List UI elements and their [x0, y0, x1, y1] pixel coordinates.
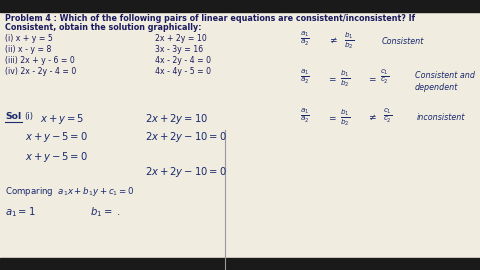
Text: Consistent, obtain the solution graphically:: Consistent, obtain the solution graphica…: [5, 23, 202, 32]
Text: $\frac{b_1}{b_2}$: $\frac{b_1}{b_2}$: [340, 107, 350, 128]
Text: (i): (i): [24, 112, 33, 121]
Text: (iv) 2x - 2y - 4 = 0: (iv) 2x - 2y - 4 = 0: [5, 67, 76, 76]
Text: $\frac{b_1}{b_2}$: $\frac{b_1}{b_2}$: [340, 68, 350, 89]
Text: (i) x + y = 5: (i) x + y = 5: [5, 34, 53, 43]
Text: $x + y - 5 = 0$: $x + y - 5 = 0$: [25, 150, 88, 164]
Text: $a_1 = 1$: $a_1 = 1$: [5, 205, 36, 219]
Text: $2x + 2y - 10 = 0$: $2x + 2y - 10 = 0$: [145, 165, 227, 179]
Text: Comparing  $a_1x + b_1y + c_1 = 0$: Comparing $a_1x + b_1y + c_1 = 0$: [5, 185, 134, 198]
Text: Consistent: Consistent: [382, 37, 424, 46]
Bar: [0, 258, 480, 270]
Text: $2x + 2y = 10$: $2x + 2y = 10$: [145, 112, 208, 126]
Text: Problem 4 : Which of the following pairs of linear equations are consistent/inco: Problem 4 : Which of the following pairs…: [5, 14, 415, 23]
Text: $\frac{c_1}{c_2}$: $\frac{c_1}{c_2}$: [383, 107, 393, 125]
Text: 4x - 4y - 5 = 0: 4x - 4y - 5 = 0: [155, 67, 211, 76]
Text: $2x + 2y - 10 = 0$: $2x + 2y - 10 = 0$: [145, 130, 227, 144]
Text: (ii) x - y = 8: (ii) x - y = 8: [5, 45, 51, 54]
Text: $x + y - 5 = 0$: $x + y - 5 = 0$: [25, 130, 88, 144]
Text: 3x - 3y = 16: 3x - 3y = 16: [155, 45, 203, 54]
Bar: [0, 0, 480, 12]
Text: inconsistent: inconsistent: [417, 113, 466, 122]
Text: $\neq$: $\neq$: [328, 36, 338, 45]
Text: $\frac{a_1}{a_2}$: $\frac{a_1}{a_2}$: [300, 107, 310, 125]
Text: $\frac{a_1}{a_2}$: $\frac{a_1}{a_2}$: [300, 68, 310, 86]
Text: $\frac{a_1}{a_2}$: $\frac{a_1}{a_2}$: [300, 30, 310, 48]
Text: Consistent and: Consistent and: [415, 71, 475, 80]
Text: 4x - 2y - 4 = 0: 4x - 2y - 4 = 0: [155, 56, 211, 65]
Text: $b_1 =$ .: $b_1 =$ .: [90, 205, 120, 219]
Text: 2x + 2y = 10: 2x + 2y = 10: [155, 34, 207, 43]
Text: Sol: Sol: [5, 112, 21, 121]
Text: $x + y = 5$: $x + y = 5$: [40, 112, 84, 126]
Text: $=$: $=$: [327, 74, 337, 83]
Text: $=$: $=$: [327, 113, 337, 122]
Text: $\frac{c_1}{c_2}$: $\frac{c_1}{c_2}$: [380, 68, 389, 86]
Text: $=$: $=$: [367, 74, 377, 83]
Text: (iii) 2x + y - 6 = 0: (iii) 2x + y - 6 = 0: [5, 56, 75, 65]
Text: $\neq$: $\neq$: [367, 113, 377, 122]
Text: dependent: dependent: [415, 83, 458, 92]
Text: $\frac{b_1}{b_2}$: $\frac{b_1}{b_2}$: [344, 30, 354, 51]
